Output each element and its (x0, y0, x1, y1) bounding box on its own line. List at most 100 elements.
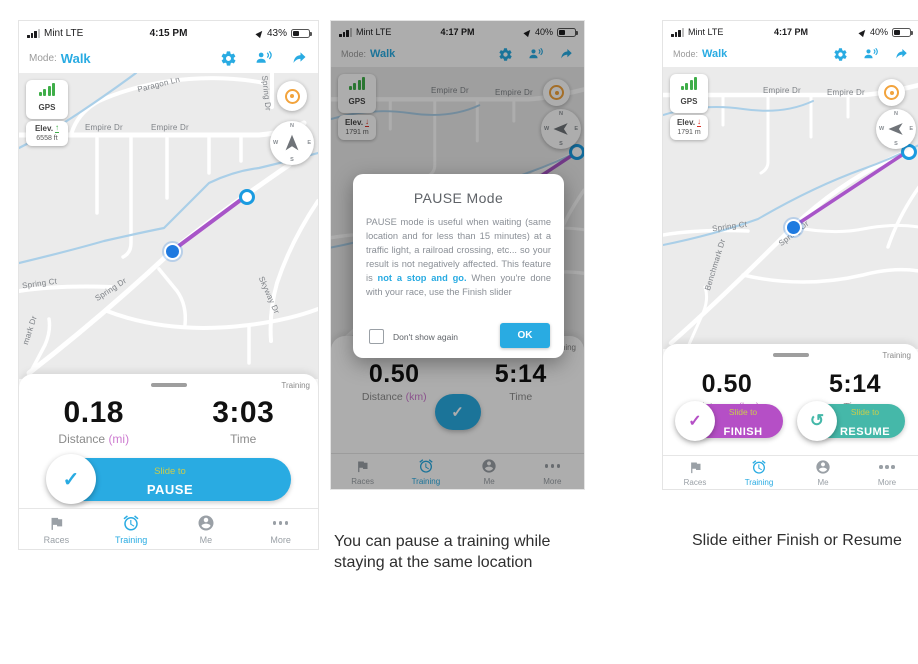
location-services-icon (858, 27, 868, 37)
slider-knob[interactable]: ↺ (797, 401, 837, 441)
flag-icon (48, 514, 65, 533)
carrier-label: Mint LTE (356, 27, 392, 37)
caption-right: Slide either Finish or Resume (692, 532, 902, 549)
bottom-nav: Races Training Me More (331, 453, 584, 489)
app-header: Mode: Walk (663, 41, 918, 67)
locate-me-button[interactable] (543, 79, 570, 106)
locate-target-icon (284, 88, 300, 104)
nav-item-more[interactable]: More (243, 509, 318, 549)
training-panel: Training 0.18 Distance (mi) 3:03 Time ✓ … (19, 374, 318, 509)
time-value: 3:03 (212, 396, 275, 429)
locate-target-icon (884, 85, 899, 100)
nav-item-me[interactable]: Me (169, 509, 244, 549)
alarm-clock-icon (418, 458, 434, 475)
dialog-bold-text: not a stop and go. (377, 272, 467, 283)
time-value: 5:14 (828, 370, 882, 398)
distance-unit: (km) (405, 391, 427, 403)
dont-show-again-checkbox[interactable]: Don't show again (369, 329, 458, 344)
elevation-badge: Elev. ↑ 6558 ft (26, 121, 68, 146)
drag-handle[interactable] (150, 383, 187, 387)
gps-signal-badge: GPS (26, 80, 68, 119)
share-icon[interactable] (894, 47, 909, 61)
dialog-body: PAUSE mode is useful when waiting (same … (366, 217, 551, 297)
checkbox-icon[interactable] (369, 329, 384, 344)
nav-item-more[interactable]: More (855, 456, 918, 489)
nav-item-more[interactable]: More (521, 454, 584, 489)
phone-screenshot-right: Mint LTE 4:17 PM 40% Mode: Walk (662, 20, 918, 490)
route-line (170, 194, 248, 253)
elevation-down-icon: ↓ (365, 117, 370, 127)
share-icon[interactable] (559, 47, 574, 61)
street-label: Empire Dr (431, 86, 469, 95)
nav-item-training[interactable]: Training (94, 509, 169, 549)
checkbox-label: Don't show again (393, 331, 458, 342)
voice-announcer-icon[interactable] (863, 47, 879, 62)
nav-item-races[interactable]: Races (331, 454, 394, 489)
status-time: 4:17 PM (440, 27, 475, 37)
check-icon: ✓ (688, 413, 702, 430)
gps-bars-icon (670, 77, 708, 90)
resume-clock-icon: ↺ (809, 411, 825, 430)
battery-icon (291, 28, 312, 38)
pause-mode-dialog: PAUSE Mode PAUSE mode is useful when wai… (353, 174, 564, 358)
nav-item-me[interactable]: Me (458, 454, 521, 489)
status-time: 4:15 PM (149, 27, 188, 39)
locate-me-button[interactable] (878, 79, 905, 106)
status-bar: Mint LTE 4:15 PM 43% (19, 21, 318, 43)
distance-stat: 0.18 Distance (mi) (19, 396, 169, 446)
slide-to-finish-slider[interactable]: ✓ Slide to FINISH (675, 401, 783, 441)
street-label: Empire Dr (495, 88, 533, 97)
drag-handle[interactable] (773, 353, 809, 357)
status-bar: Mint LTE 4:17 PM 40% (663, 21, 918, 41)
locate-me-button[interactable] (277, 81, 307, 111)
person-icon (481, 458, 497, 475)
voice-announcer-icon[interactable] (528, 47, 544, 62)
mode-value[interactable]: Walk (702, 48, 728, 60)
map-view[interactable]: Empire Dr Empire Dr Spring Ct Spring Dr … (663, 67, 918, 349)
slider-knob[interactable]: ✓ (46, 454, 96, 504)
time-stat: 3:03 Time (169, 396, 319, 446)
nav-item-training[interactable]: Training (394, 454, 457, 489)
mode-value[interactable]: Walk (60, 50, 91, 66)
nav-item-races[interactable]: Races (19, 509, 94, 549)
nav-item-me[interactable]: Me (791, 456, 855, 489)
mode-label: Mode: (673, 49, 699, 59)
slide-to-resume-slider[interactable]: ↺ Slide to RESUME (797, 401, 905, 441)
route-start-point (239, 189, 255, 205)
locate-target-icon (549, 85, 564, 100)
settings-gear-icon[interactable] (833, 47, 848, 62)
nav-item-training[interactable]: Training (727, 456, 791, 489)
route-start-point (569, 144, 584, 160)
gps-bars-icon (26, 83, 68, 96)
distance-value: 0.50 (701, 370, 753, 398)
flag-icon (355, 458, 370, 475)
mode-value[interactable]: Walk (370, 48, 396, 60)
flag-icon (688, 459, 703, 476)
distance-stat: 0.50 Distance (km) (331, 360, 458, 403)
bottom-nav: Races Training Me More (663, 455, 918, 489)
time-value: 5:14 (494, 360, 547, 388)
slider-knob[interactable]: ✓ (675, 401, 715, 441)
route-line (791, 149, 910, 229)
distance-value: 0.50 (368, 360, 420, 388)
settings-gear-icon[interactable] (220, 50, 237, 67)
carrier-label: Mint LTE (688, 27, 724, 37)
battery-icon (892, 27, 913, 37)
ok-button[interactable]: OK (500, 323, 550, 348)
status-bar: Mint LTE 4:17 PM 40% (331, 21, 584, 41)
bottom-nav: Races Training Me More (19, 508, 318, 549)
voice-announcer-icon[interactable] (255, 50, 273, 67)
battery-percent: 43% (266, 27, 287, 39)
route-start-point (901, 144, 917, 160)
settings-gear-icon[interactable] (498, 47, 513, 62)
nav-item-races[interactable]: Races (663, 456, 727, 489)
panel-tag: Training (882, 351, 911, 360)
share-icon[interactable] (291, 50, 308, 66)
slide-to-pause-slider[interactable]: ✓ Slide to PAUSE (46, 454, 291, 504)
street-label: Empire Dr (151, 123, 189, 132)
map-view[interactable]: Paragon Ln Empire Dr Empire Dr Spring Dr… (19, 73, 318, 379)
pause-collapsed-button[interactable]: ✓ (434, 394, 481, 430)
